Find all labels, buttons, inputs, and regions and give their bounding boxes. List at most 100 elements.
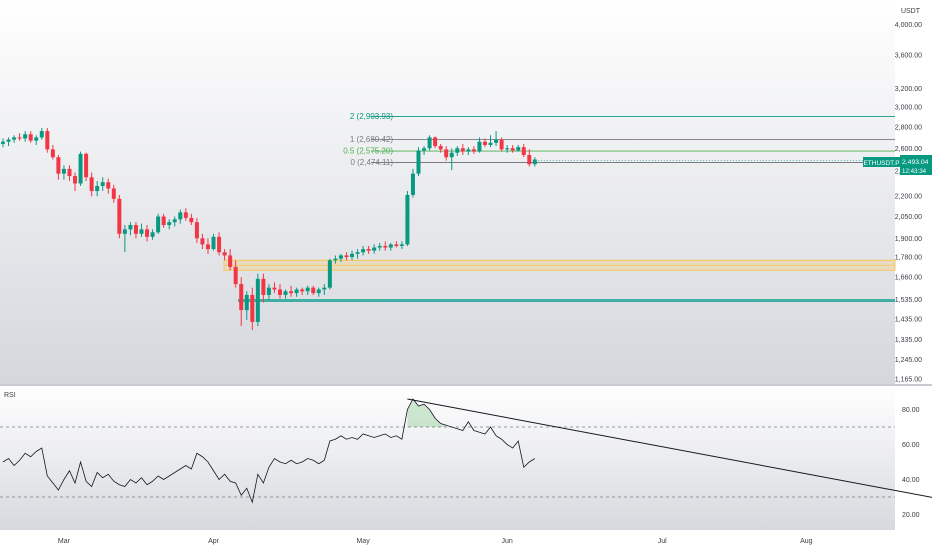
candle-body [499,139,504,150]
last-price-value: 2,493.04 [902,159,929,166]
candle-body [111,188,116,199]
candle-body [482,141,487,145]
candle-body [338,255,343,259]
candle-body [200,238,205,245]
candle-body [344,255,349,258]
time-tick-label: Apr [208,538,220,545]
candle-body [399,244,404,246]
rsi-tick-label: 20.00 [902,512,920,519]
support-zone [238,299,895,303]
price-tick-label: 4,000.00 [895,22,922,29]
candle-body [449,152,454,158]
time-axis: Mar Apr May Jun Jul Aug [58,538,813,545]
candle-body [189,217,194,223]
candle-body [183,212,188,218]
candle-body [466,149,471,152]
price-tick-label: 2,600.00 [895,146,922,153]
rsi-line [2,398,536,504]
rsi-tick-label: 80.00 [902,407,920,414]
candle-body [167,222,172,226]
price-tick-label: 2,050.00 [895,214,922,221]
symbol-tag-text: ETHUSDT.P [863,160,899,167]
price-tick-label: 1,335.00 [895,337,922,344]
candle-body [272,287,277,290]
candle-body [156,216,161,233]
candle-body [305,287,310,292]
candle-body [388,244,393,248]
price-tick-label: 1,165.00 [895,376,922,383]
candle-body [139,229,144,234]
price-tick-label: 2,200.00 [895,194,922,201]
candle-body [383,245,388,248]
candle-body [300,289,305,292]
candle-body [488,142,493,145]
price-pane-background [0,0,895,384]
candle-body [23,134,28,139]
candle-body [6,139,11,142]
time-tick-label: Jun [501,538,512,545]
candle-body [117,198,122,234]
candle-body [161,216,166,226]
candle-body [100,182,105,186]
candle-body [350,253,355,258]
candle-body [278,289,282,295]
candle-body [95,185,100,192]
candle-body [422,148,427,151]
candle-body [228,255,233,267]
candle-body [355,252,360,254]
price-tick-label: 3,200.00 [895,86,922,93]
candle-body [73,176,78,184]
symbol-tag [863,157,900,167]
candle-body [84,153,89,178]
candle-body [311,287,316,294]
candle-body [45,131,50,150]
candle-body [289,291,294,294]
candle-body [405,194,410,245]
candle-body [217,236,222,253]
candle-body [516,147,521,151]
candle-body [178,212,183,220]
fib-level-label: 0.5 (2,575.20) [343,147,393,156]
candle-body [427,137,432,149]
price-tick-label: 2,800.00 [895,124,922,131]
candle-body [239,284,244,311]
candle-body [34,137,39,141]
rsi-indicator [0,398,932,504]
candle-body [61,168,66,174]
price-tick-label: 3,000.00 [895,105,922,112]
rsi-axis: 80.00 60.00 40.00 20.00 [902,407,920,519]
candle-body [128,225,133,230]
candle-body [255,278,260,322]
candle-body [444,149,449,158]
candle-body [266,287,271,295]
price-tick-label: 1,660.00 [895,275,922,282]
candle-body [56,157,61,174]
candle-body [366,249,371,251]
candle-body [145,229,150,237]
candle-body [510,148,515,151]
candle-body [261,278,266,295]
time-tick-label: Aug [800,538,813,545]
candle-body [322,287,327,290]
candle-body [477,141,482,152]
candle-body [1,141,5,144]
rsi-trendline [407,398,932,498]
price-tick-label: 1,435.00 [895,316,922,323]
candle-body [78,153,83,184]
candle-body [494,139,499,143]
candle-body [150,232,155,237]
candle-body [527,154,532,165]
candle-body [471,149,476,152]
candles-series [1,128,895,331]
last-price-label: ETHUSDT.P 2,493.04 12:43:34 [863,155,932,175]
candle-body [377,245,382,248]
candle-body [194,222,199,239]
candle-body [50,149,55,158]
time-tick-label: Jul [658,538,667,545]
candle-body [250,294,255,322]
candle-body [438,146,443,150]
rsi-tick-label: 60.00 [902,442,920,449]
candle-body [455,148,460,153]
candle-body [233,266,238,285]
